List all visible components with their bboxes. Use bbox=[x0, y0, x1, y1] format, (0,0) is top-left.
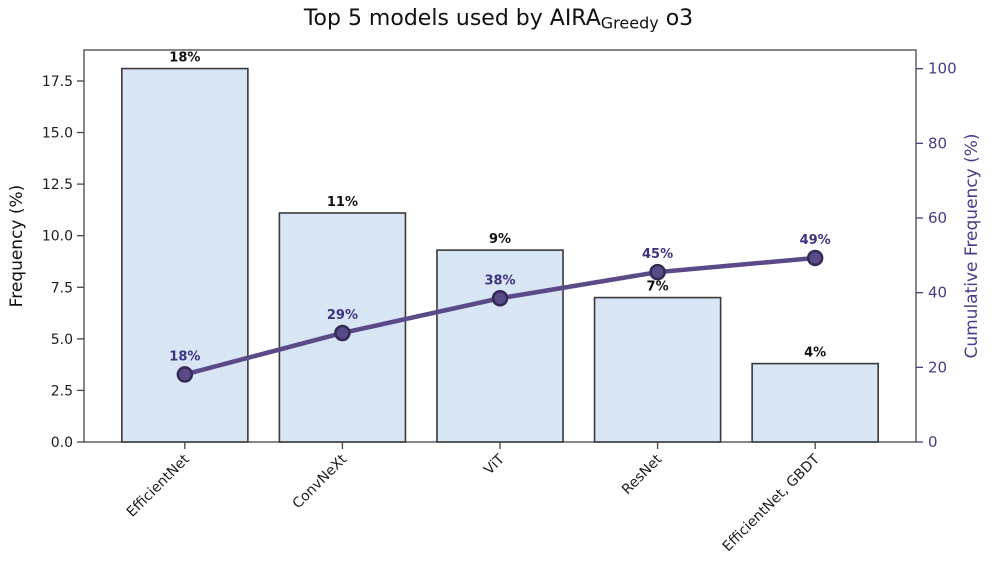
bar bbox=[278, 212, 407, 443]
bar bbox=[751, 362, 879, 443]
cumulative-value-label: 45% bbox=[642, 247, 673, 262]
cumulative-value-label: 18% bbox=[169, 349, 200, 364]
left-tick-label: 0.0 bbox=[51, 435, 73, 451]
bar bbox=[593, 296, 722, 443]
x-tick-label: EfficientNet bbox=[124, 451, 193, 520]
left-tick-label: 15.0 bbox=[42, 126, 73, 142]
chart-title-main: Top 5 models used by AIRA bbox=[303, 6, 601, 31]
cumulative-marker bbox=[176, 366, 194, 383]
chart-title-subscript: Greedy bbox=[600, 13, 659, 33]
right-tick-label: 60 bbox=[928, 209, 947, 227]
bar bbox=[121, 67, 249, 443]
left-tick-label: 17.5 bbox=[42, 74, 73, 90]
cumulative-marker bbox=[806, 249, 824, 267]
cumulative-marker bbox=[649, 263, 666, 281]
cumulative-value-label: 29% bbox=[327, 308, 358, 323]
left-tick-label: 5.0 bbox=[51, 332, 73, 348]
chart-title-suffix: o3 bbox=[658, 6, 694, 31]
right-tick-label: 20 bbox=[928, 358, 947, 376]
right-tick-label: 40 bbox=[928, 284, 947, 302]
cumulative-value-label: 38% bbox=[484, 273, 515, 288]
bar-value-label: 9% bbox=[489, 232, 511, 247]
bar-value-label: 4% bbox=[804, 346, 826, 361]
left-tick-label: 2.5 bbox=[51, 383, 73, 399]
x-tick-label: ConvNeXt bbox=[290, 451, 351, 512]
bar-value-label: 11% bbox=[327, 195, 358, 210]
cumulative-marker bbox=[334, 324, 351, 342]
cumulative-marker bbox=[491, 290, 509, 307]
y-axis-label-right: Cumulative Frequency (%) bbox=[962, 133, 982, 358]
bar-value-label: 18% bbox=[169, 51, 200, 66]
left-tick-label: 7.5 bbox=[51, 280, 73, 296]
x-tick-label: EfficientNet, GBDT bbox=[720, 451, 824, 555]
x-tick-label: ViT bbox=[481, 451, 508, 478]
right-tick-label: 0 bbox=[928, 433, 938, 451]
left-tick-label: 10.0 bbox=[42, 229, 73, 245]
x-tick-label: ResNet bbox=[619, 451, 666, 498]
right-tick-label: 100 bbox=[928, 60, 957, 78]
right-tick-label: 80 bbox=[928, 134, 947, 152]
left-tick-label: 12.5 bbox=[42, 177, 73, 193]
y-axis-label-left: Frequency (%) bbox=[7, 185, 27, 308]
chart-title: Top 5 models used by AIRAGreedy o3 bbox=[0, 6, 997, 33]
cumulative-value-label: 49% bbox=[800, 233, 831, 248]
bar-value-label: 7% bbox=[647, 280, 669, 295]
